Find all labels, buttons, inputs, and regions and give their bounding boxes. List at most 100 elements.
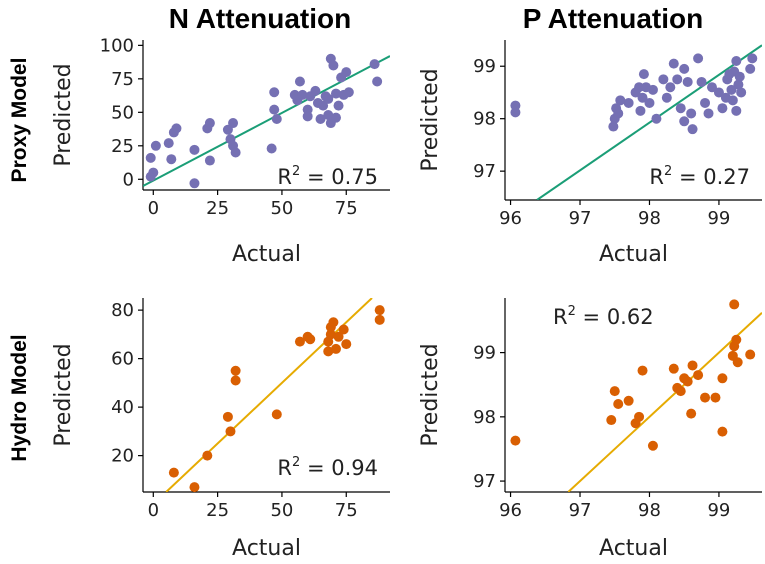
data-point bbox=[305, 334, 316, 345]
data-point bbox=[294, 336, 305, 347]
r2-superscript: 2 bbox=[568, 304, 576, 319]
data-point bbox=[266, 143, 277, 154]
data-point bbox=[682, 76, 693, 87]
data-point bbox=[647, 440, 658, 451]
r2-superscript: 2 bbox=[292, 164, 300, 179]
r2-value: = 0.94 bbox=[300, 456, 378, 480]
x-tick-label: 99 bbox=[707, 500, 730, 521]
y-tick-label: 60 bbox=[111, 349, 134, 370]
data-point bbox=[145, 152, 156, 163]
r2-annotation: R2 = 0.27 bbox=[649, 164, 750, 189]
data-point bbox=[323, 93, 334, 104]
data-point bbox=[717, 426, 728, 437]
fit-line bbox=[165, 298, 373, 492]
data-point bbox=[686, 108, 697, 119]
y-axis-label: Predicted bbox=[51, 63, 76, 166]
data-point bbox=[325, 329, 336, 340]
data-point bbox=[710, 392, 721, 403]
data-point bbox=[613, 108, 624, 119]
x-tick-label: 25 bbox=[206, 198, 229, 219]
x-tick-label: 25 bbox=[206, 500, 229, 521]
data-point bbox=[510, 107, 521, 118]
data-point bbox=[323, 346, 334, 357]
y-tick-label: 50 bbox=[111, 102, 134, 123]
data-point bbox=[369, 59, 380, 70]
data-point bbox=[189, 482, 200, 493]
data-point bbox=[693, 370, 704, 381]
r2-value: = 0.27 bbox=[672, 165, 750, 189]
data-point bbox=[374, 314, 385, 325]
data-point bbox=[171, 123, 182, 134]
data-point bbox=[672, 74, 683, 85]
data-point bbox=[661, 92, 672, 103]
data-point bbox=[330, 88, 341, 99]
scatter-panel-1: 0 25 50 75 0 25 50 75 100 Actual Predicted R2 = 0.7… bbox=[51, 35, 390, 267]
data-point bbox=[700, 392, 711, 403]
data-point bbox=[374, 305, 385, 316]
data-point bbox=[634, 411, 645, 422]
data-point bbox=[148, 167, 159, 178]
data-point bbox=[717, 373, 728, 384]
data-point bbox=[372, 76, 383, 87]
data-point bbox=[651, 113, 662, 124]
data-point bbox=[644, 97, 655, 108]
x-tick-label: 0 bbox=[148, 500, 159, 521]
x-tick-label: 75 bbox=[335, 198, 358, 219]
data-point bbox=[623, 395, 634, 406]
data-point bbox=[202, 450, 213, 461]
data-point bbox=[727, 95, 738, 106]
x-tick-label: 99 bbox=[707, 208, 730, 229]
r2-value: = 0.62 bbox=[576, 305, 654, 329]
data-point bbox=[647, 84, 658, 95]
data-point bbox=[729, 299, 740, 310]
y-tick-label: 0 bbox=[123, 169, 134, 190]
data-point bbox=[338, 324, 349, 335]
data-point bbox=[745, 63, 756, 74]
data-point bbox=[510, 435, 521, 446]
x-tick-label: 75 bbox=[335, 500, 358, 521]
data-point bbox=[736, 87, 747, 98]
r2-annotation: R2 = 0.62 bbox=[553, 304, 654, 329]
col-title-n-attenuation: N Attenuation bbox=[169, 3, 352, 34]
data-point bbox=[271, 114, 282, 125]
data-point bbox=[323, 110, 334, 120]
data-point bbox=[635, 105, 646, 116]
data-point bbox=[225, 426, 236, 437]
data-point bbox=[343, 87, 354, 98]
x-tick-label: 96 bbox=[499, 208, 522, 229]
y-tick-label: 100 bbox=[100, 35, 134, 56]
data-point bbox=[328, 60, 339, 71]
data-point bbox=[189, 144, 200, 155]
data-point bbox=[230, 365, 241, 376]
data-point bbox=[703, 108, 714, 119]
data-point bbox=[271, 409, 282, 420]
data-point bbox=[733, 79, 744, 90]
data-point bbox=[269, 87, 280, 98]
data-point bbox=[700, 97, 711, 108]
data-point bbox=[163, 138, 174, 149]
y-tick-label: 97 bbox=[473, 161, 496, 182]
data-point bbox=[168, 467, 179, 478]
y-tick-label: 80 bbox=[111, 300, 134, 321]
data-point bbox=[269, 104, 280, 115]
data-point bbox=[294, 76, 305, 87]
col-title-p-attenuation: P Attenuation bbox=[523, 3, 703, 34]
data-point bbox=[732, 357, 743, 368]
row-title-hydro-model: Hydro Model bbox=[8, 334, 31, 461]
y-axis-label: Predicted bbox=[418, 68, 443, 171]
y-tick-label: 98 bbox=[473, 407, 496, 428]
data-point bbox=[668, 363, 679, 374]
data-point bbox=[717, 103, 728, 114]
x-tick-label: 98 bbox=[638, 500, 661, 521]
r2-value: = 0.75 bbox=[300, 165, 378, 189]
x-tick-label: 96 bbox=[499, 500, 522, 521]
x-tick-label: 50 bbox=[270, 500, 293, 521]
y-tick-label: 25 bbox=[111, 136, 134, 157]
data-point bbox=[675, 103, 686, 114]
data-point bbox=[302, 111, 313, 122]
data-point bbox=[315, 114, 326, 125]
data-point bbox=[330, 112, 341, 123]
data-point bbox=[341, 67, 352, 78]
